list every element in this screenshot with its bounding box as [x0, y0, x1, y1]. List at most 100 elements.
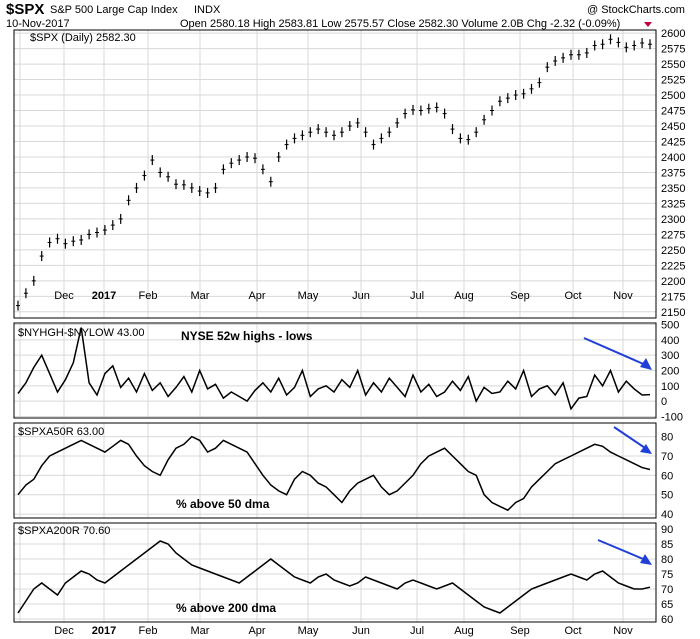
- annotation-highs-lows: NYSE 52w highs - lows: [181, 329, 313, 343]
- y-tick-label: 200: [661, 366, 679, 378]
- y-tick-label: 2350: [661, 183, 685, 195]
- trend-arrow-3-head-icon: [640, 554, 652, 565]
- x-tick-label: Jun: [352, 290, 370, 302]
- panel-border: [13, 322, 657, 419]
- panel-border: [13, 522, 657, 623]
- x-tick-label: Feb: [139, 625, 158, 637]
- x-tick-label: Dec: [54, 290, 74, 302]
- down-arrow-icon: [644, 22, 652, 27]
- panel-border: [13, 422, 657, 519]
- y-tick-label: 500: [661, 320, 679, 332]
- x-tick-label: Dec: [54, 625, 74, 637]
- x-axis-bottom: Dec 2017 Feb Mar Apr May Jun Jul Aug Sep Oct Nov: [54, 625, 633, 637]
- panel-pct-above-50dma: 40 50 60 70 80: [13, 422, 673, 521]
- series-line: [17, 540, 651, 614]
- y-tick-label: 70: [661, 451, 673, 463]
- x-tick-label: Oct: [564, 290, 581, 302]
- panel-border: [13, 29, 657, 319]
- x-tick-label: May: [298, 625, 319, 637]
- y-tick-label: 2550: [661, 59, 685, 71]
- quote-date: 10-Nov-2017: [6, 18, 70, 30]
- panel-price: 2150 2175 2200 2225 2250 2275 2300 2325 2350 2375…: [13, 28, 685, 319]
- y-tick-label: 60: [661, 614, 673, 626]
- y-tick-label: 2475: [661, 106, 685, 118]
- index-name: S&P 500 Large Cap Index: [50, 4, 178, 16]
- pct50-legend: $SPXA50R 63.00: [18, 426, 104, 438]
- x-tick-label: Mar: [191, 290, 210, 302]
- quote-line: Open 2580.18 High 2583.81 Low 2575.57 Cl…: [180, 18, 620, 30]
- annotation-pct50: % above 50 dma: [176, 497, 270, 511]
- series-line: [17, 435, 651, 512]
- trend-arrow-1-head-icon: [640, 358, 652, 370]
- y-tick-label: 2525: [661, 75, 685, 87]
- y-tick-label: 70: [661, 584, 673, 596]
- y-tick-label: 100: [661, 381, 679, 393]
- trend-arrow-2: [613, 426, 649, 451]
- price-legend: $SPX (Daily) 2582.30: [30, 32, 136, 44]
- y-tick-label: 50: [661, 490, 673, 502]
- x-tick-label: Oct: [564, 625, 581, 637]
- x-tick-label: Nov: [613, 290, 633, 302]
- y-tick-label: 2150: [661, 307, 685, 319]
- y-tick-label: 90: [661, 524, 673, 536]
- y-tick-label: 0: [661, 396, 667, 408]
- y-tick-label: 2200: [661, 276, 685, 288]
- y-tick-label: 2375: [661, 167, 685, 179]
- panel-frame: [13, 29, 657, 319]
- y-tick-label: 80: [661, 554, 673, 566]
- x-tick-label: Jul: [410, 625, 424, 637]
- y-tick-label: 2600: [661, 28, 685, 40]
- trend-arrow-2-head-icon: [640, 444, 652, 454]
- y-tick-label: 2250: [661, 245, 685, 257]
- y-tick-label: 2175: [661, 291, 685, 303]
- y-tick-label: 40: [661, 509, 673, 521]
- x-tick-label: Jun: [352, 625, 370, 637]
- y-tick-label: 2500: [661, 90, 685, 102]
- x-tick-label: Feb: [139, 290, 158, 302]
- x-tick-label: Sep: [510, 290, 530, 302]
- y-tick-label: 400: [661, 335, 679, 347]
- annotation-pct200: % above 200 dma: [176, 601, 276, 615]
- x-tick-label: Apr: [248, 290, 265, 302]
- x-tick-label: Jul: [410, 290, 424, 302]
- pct200-legend: $SPXA200R 70.60: [18, 525, 110, 537]
- y-tick-label: 2300: [661, 214, 685, 226]
- panel-pct-above-200dma: 60 65 70 75 80 85 90: [13, 522, 673, 626]
- trend-arrow-1: [583, 337, 649, 367]
- x-tick-label: 2017: [92, 625, 116, 637]
- y-tick-label: 60: [661, 470, 673, 482]
- trend-arrow-3: [597, 539, 649, 562]
- y-tick-label: 2225: [661, 260, 685, 272]
- y-tick-label: 2425: [661, 136, 685, 148]
- x-tick-label: Aug: [454, 290, 474, 302]
- y-tick-label: 300: [661, 350, 679, 362]
- y-tick-label: 2275: [661, 229, 685, 241]
- symbol-title: $SPX: [6, 1, 44, 18]
- y-tick-label: 65: [661, 599, 673, 611]
- y-tick-label: 2325: [661, 198, 685, 210]
- x-axis-top: Dec 2017 Feb Mar Apr May Jun Jul Aug Sep Oct Nov: [54, 290, 633, 302]
- x-tick-label: Apr: [248, 625, 265, 637]
- copyright-text: @ StockCharts.com: [587, 4, 685, 16]
- y-tick-label: 2400: [661, 152, 685, 164]
- x-tick-label: Sep: [510, 625, 530, 637]
- x-tick-label: May: [298, 290, 319, 302]
- y-tick-label: 75: [661, 569, 673, 581]
- y-tick-label: 80: [661, 432, 673, 444]
- panel-highs-lows: -100 0 100 200 300 400 500: [13, 320, 683, 423]
- y-tick-label: 2450: [661, 121, 685, 133]
- x-tick-label: Nov: [613, 625, 633, 637]
- x-tick-label: Mar: [191, 625, 210, 637]
- y-tick-label: 2575: [661, 44, 685, 56]
- panel-frame: [13, 522, 657, 623]
- panel-frame: [13, 422, 657, 519]
- exchange-label: INDX: [194, 4, 221, 16]
- series-line: [17, 327, 651, 411]
- x-tick-label: 2017: [92, 290, 116, 302]
- y-tick-label: 85: [661, 539, 673, 551]
- y-tick-label: -100: [661, 411, 683, 423]
- x-tick-label: Aug: [454, 625, 474, 637]
- highs-lows-legend: $NYHGH-$NYLOW 43.00: [18, 327, 145, 339]
